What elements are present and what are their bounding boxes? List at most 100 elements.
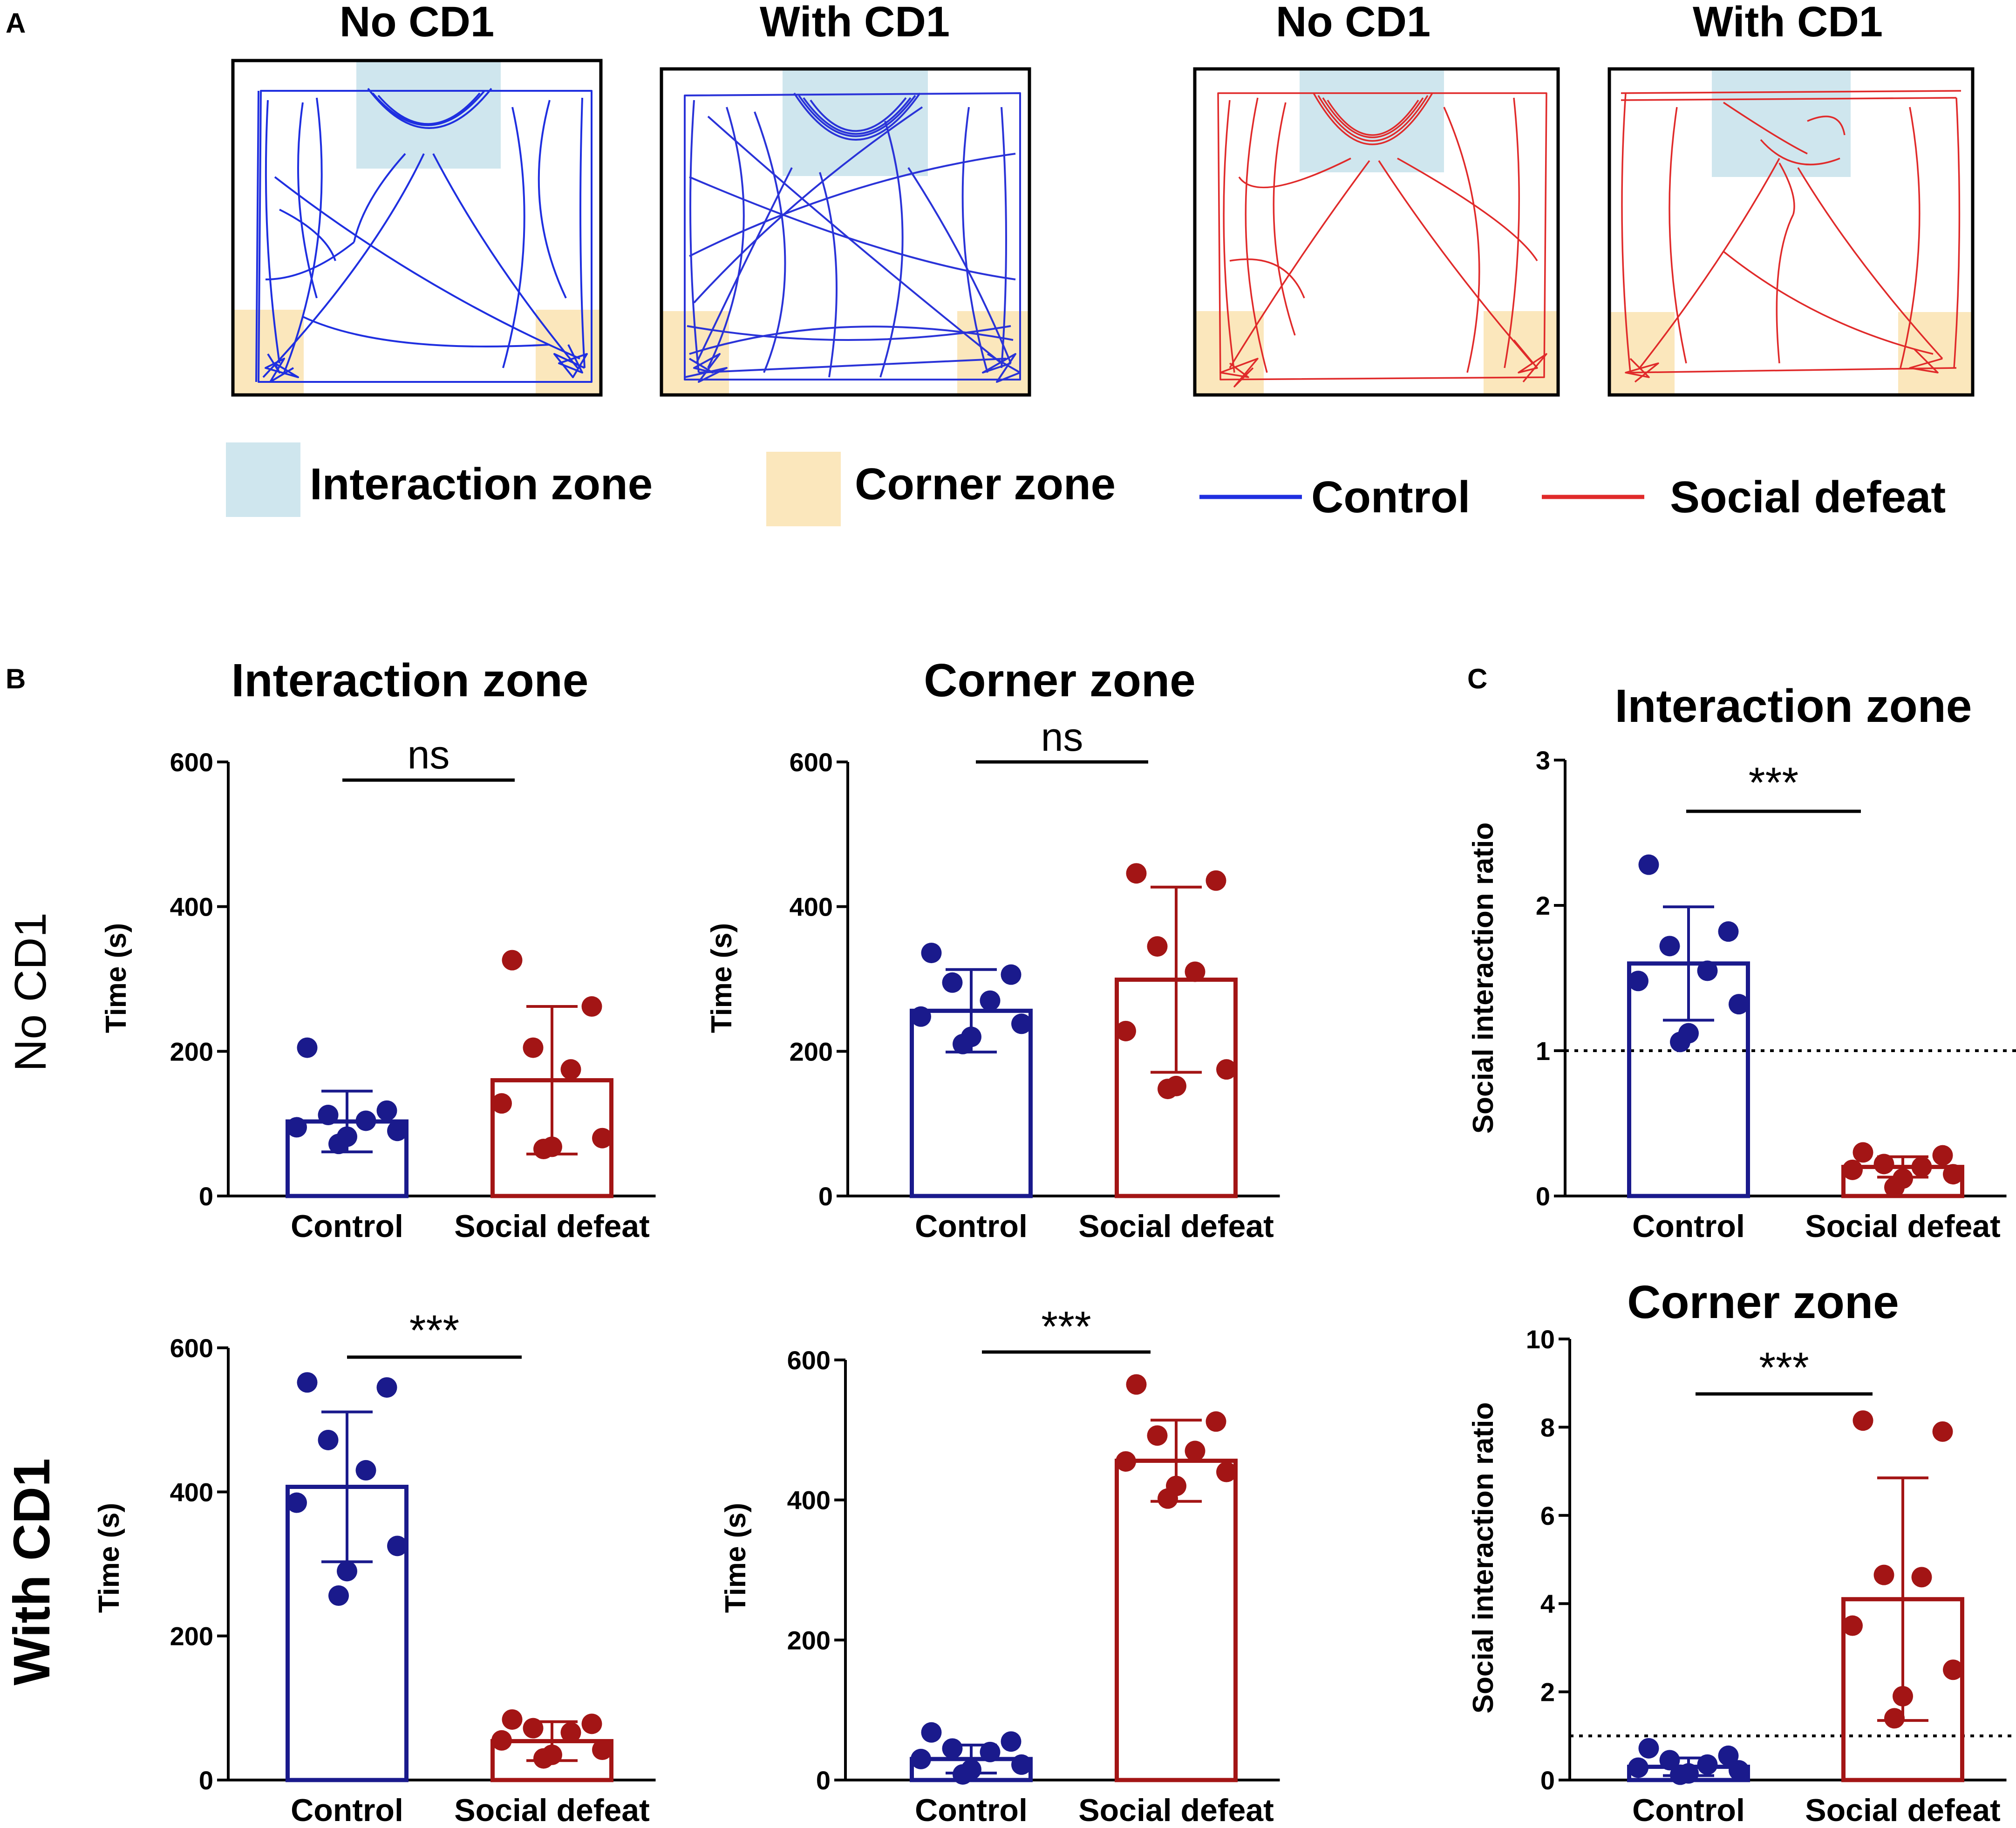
legend-label-control: Control bbox=[1311, 472, 1470, 522]
data-point bbox=[376, 1377, 397, 1398]
y-tick-label: 0 bbox=[816, 1766, 831, 1795]
data-point bbox=[1185, 961, 1206, 982]
data-point bbox=[942, 972, 963, 993]
y-axis-label: Time (s) bbox=[100, 923, 132, 1033]
data-point bbox=[1206, 870, 1226, 891]
data-point bbox=[980, 1741, 1001, 1762]
data-point bbox=[533, 1748, 554, 1769]
y-tick-label: 10 bbox=[1526, 1325, 1555, 1354]
y-tick-label: 0 bbox=[199, 1766, 213, 1795]
data-point bbox=[318, 1429, 339, 1450]
x-tick-label: Control bbox=[291, 1793, 403, 1828]
significance-label: *** bbox=[1041, 1303, 1091, 1351]
chart-ratio-corner-zone: Corner zone 0 2 4 6 8 10 Social interaction rat… bbox=[1467, 1276, 2016, 1828]
data-point bbox=[1697, 1754, 1718, 1775]
data-point bbox=[1628, 971, 1648, 992]
data-point bbox=[502, 950, 523, 971]
data-point bbox=[523, 1037, 544, 1058]
arena-1 bbox=[231, 59, 603, 397]
data-point bbox=[1729, 1760, 1749, 1781]
chart-title: Corner zone bbox=[924, 654, 1195, 707]
x-tick-label: Control bbox=[291, 1209, 403, 1244]
x-tick-label: Control bbox=[915, 1793, 1028, 1828]
x-tick-label: Social defeat bbox=[1078, 1793, 1274, 1828]
y-tick-label: 0 bbox=[1540, 1766, 1555, 1795]
corner-zone-4a bbox=[1609, 312, 1675, 395]
data-point bbox=[1659, 1750, 1680, 1771]
x-tick-label: Social defeat bbox=[454, 1209, 650, 1244]
data-point bbox=[491, 1093, 512, 1114]
data-point bbox=[921, 943, 942, 964]
y-axis-label: Time (s) bbox=[93, 1503, 125, 1613]
data-point bbox=[1670, 1764, 1690, 1785]
data-point bbox=[592, 1740, 613, 1760]
legend-swatch-interaction bbox=[226, 442, 300, 517]
chart-title: Corner zone bbox=[1627, 1276, 1899, 1328]
chart-title: Interaction zone bbox=[232, 654, 589, 707]
data-point bbox=[980, 990, 1001, 1011]
arena-title-1: No CD1 bbox=[340, 0, 494, 46]
y-tick-label: 200 bbox=[787, 1625, 831, 1655]
legend-label-interaction: Interaction zone bbox=[310, 459, 653, 509]
corner-zone-1b bbox=[536, 310, 601, 395]
arena-border-3 bbox=[1193, 67, 1560, 397]
y-tick-label: 1 bbox=[1536, 1036, 1550, 1066]
data-point bbox=[337, 1561, 357, 1582]
y-tick-label: 600 bbox=[170, 748, 213, 777]
y-axis-label: Time (s) bbox=[720, 1503, 752, 1613]
data-point bbox=[1185, 1441, 1206, 1461]
data-point bbox=[1659, 936, 1680, 957]
y-axis-label: Social interaction ratio bbox=[1467, 822, 1499, 1134]
x-tick-label: Social defeat bbox=[454, 1793, 650, 1828]
data-point bbox=[328, 1134, 349, 1155]
arena-border-1 bbox=[231, 59, 603, 397]
data-point bbox=[1718, 1745, 1739, 1766]
y-tick-label: 600 bbox=[787, 1346, 831, 1375]
data-point bbox=[942, 1738, 963, 1759]
y-tick-label: 2 bbox=[1540, 1678, 1555, 1707]
data-point bbox=[297, 1037, 318, 1058]
y-axis-label: Social interaction ratio bbox=[1467, 1402, 1499, 1713]
y-tick-label: 0 bbox=[199, 1182, 213, 1211]
data-point bbox=[387, 1536, 408, 1556]
data-point bbox=[1158, 1079, 1178, 1100]
arena-title-3: No CD1 bbox=[1276, 0, 1430, 46]
bar-social-defeat bbox=[1115, 1458, 1238, 1782]
panel-label-a: A bbox=[6, 7, 26, 39]
data-point bbox=[1842, 1615, 1863, 1636]
track-4 bbox=[1621, 90, 1962, 383]
data-point bbox=[1893, 1686, 1913, 1707]
data-point bbox=[1001, 964, 1022, 985]
significance-label: *** bbox=[1749, 759, 1798, 807]
data-point bbox=[911, 1748, 931, 1769]
y-tick-label: 4 bbox=[1540, 1589, 1555, 1618]
data-point bbox=[1638, 1738, 1659, 1759]
y-tick-label: 400 bbox=[170, 1477, 213, 1507]
arena-4 bbox=[1607, 67, 1975, 397]
x-tick-label: Control bbox=[1632, 1209, 1745, 1244]
significance-label: ns bbox=[1041, 715, 1083, 760]
data-point bbox=[355, 1460, 376, 1481]
y-tick-label: 400 bbox=[170, 892, 213, 922]
track-2 bbox=[684, 92, 1021, 383]
track-3 bbox=[1217, 92, 1547, 387]
data-point bbox=[1911, 1156, 1932, 1177]
legend: Interaction zone Corner zone Control Soc… bbox=[226, 442, 1946, 526]
data-point bbox=[1126, 1374, 1147, 1395]
data-point bbox=[1638, 854, 1659, 875]
data-point bbox=[1216, 1461, 1237, 1482]
x-tick-label: Control bbox=[1632, 1793, 1745, 1828]
data-point bbox=[286, 1492, 307, 1513]
y-tick-label: 400 bbox=[790, 892, 833, 922]
data-point bbox=[1842, 1159, 1863, 1180]
y-tick-label: 600 bbox=[790, 748, 833, 777]
y-axis-label: Time (s) bbox=[706, 923, 738, 1033]
y-tick-label: 200 bbox=[170, 1622, 213, 1651]
data-point bbox=[491, 1730, 512, 1751]
significance-label: *** bbox=[409, 1307, 459, 1354]
y-tick-label: 3 bbox=[1536, 746, 1550, 775]
data-point bbox=[328, 1585, 349, 1606]
data-point bbox=[376, 1100, 397, 1121]
data-point bbox=[1943, 1659, 1963, 1680]
x-tick-label: Control bbox=[915, 1209, 1028, 1244]
